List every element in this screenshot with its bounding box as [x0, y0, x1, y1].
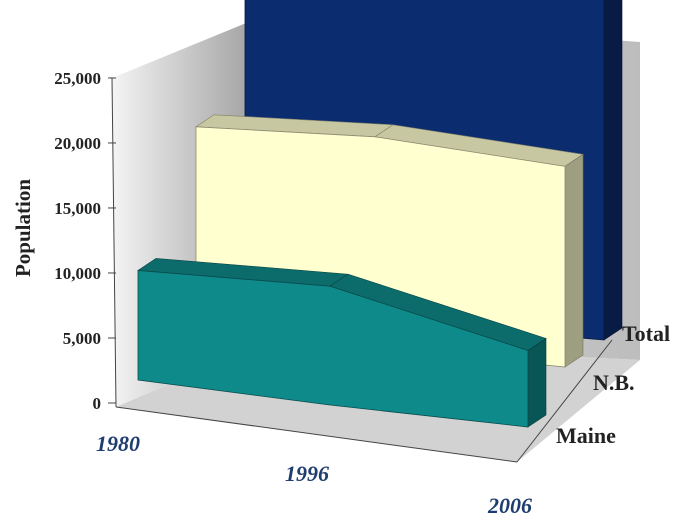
series-maine — [137, 258, 547, 428]
y-tick-label: 5,000 — [63, 329, 101, 348]
chart-labels: 0 5,000 10,000 15,000 20,000 25,000 1980 1996 20… — [54, 69, 670, 517]
chart-marks — [137, 0, 623, 428]
y-tick-label: 20,000 — [54, 134, 101, 153]
area-side-maine — [527, 337, 547, 428]
series-axis-label: Total — [622, 321, 670, 346]
area-side-n-b — [564, 153, 584, 368]
x-axis-line — [115, 406, 518, 463]
x-tick-label: 1980 — [96, 431, 140, 456]
area-side-total — [603, 0, 623, 341]
depth-axis-line — [516, 339, 613, 463]
x-tick-label: 2006 — [487, 493, 532, 517]
series-axis-label: Maine — [556, 423, 616, 448]
y-tick-label: 15,000 — [54, 199, 101, 218]
y-tick-label: 25,000 — [54, 69, 101, 88]
x-tick-label: 1996 — [285, 461, 329, 486]
y-axis-title: Population — [11, 179, 35, 277]
area-front-maine — [137, 270, 529, 428]
y-tick-label: 0 — [93, 394, 102, 413]
series-axis-label: N.B. — [593, 370, 635, 395]
y-axis-line — [111, 77, 117, 408]
y-tick-label: 10,000 — [54, 264, 101, 283]
